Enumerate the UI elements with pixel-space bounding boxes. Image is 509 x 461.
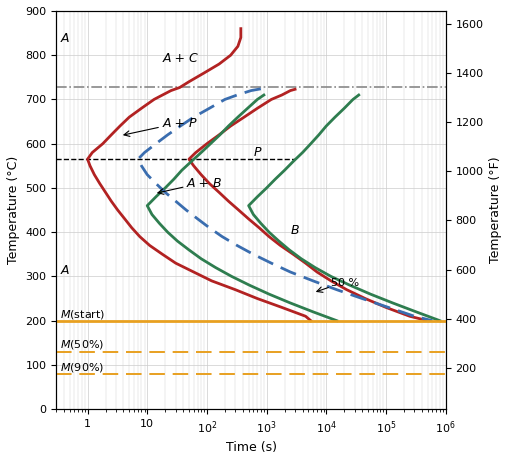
Text: A + B: A + B: [186, 177, 222, 189]
Text: B: B: [290, 225, 299, 237]
Text: P: P: [253, 146, 261, 159]
Text: $M$(90%): $M$(90%): [61, 361, 104, 374]
Text: A: A: [61, 264, 69, 277]
Text: A: A: [61, 32, 69, 45]
Text: $M$(50%): $M$(50%): [61, 338, 104, 351]
Y-axis label: Temperature (°C): Temperature (°C): [7, 156, 20, 264]
Text: $M$(start): $M$(start): [61, 307, 106, 321]
Text: A + P: A + P: [162, 117, 197, 130]
Text: A + C: A + C: [162, 52, 198, 65]
Y-axis label: Temperature (°F): Temperature (°F): [489, 157, 502, 263]
Text: 50 %: 50 %: [331, 278, 359, 288]
X-axis label: Time (s): Time (s): [225, 441, 276, 454]
